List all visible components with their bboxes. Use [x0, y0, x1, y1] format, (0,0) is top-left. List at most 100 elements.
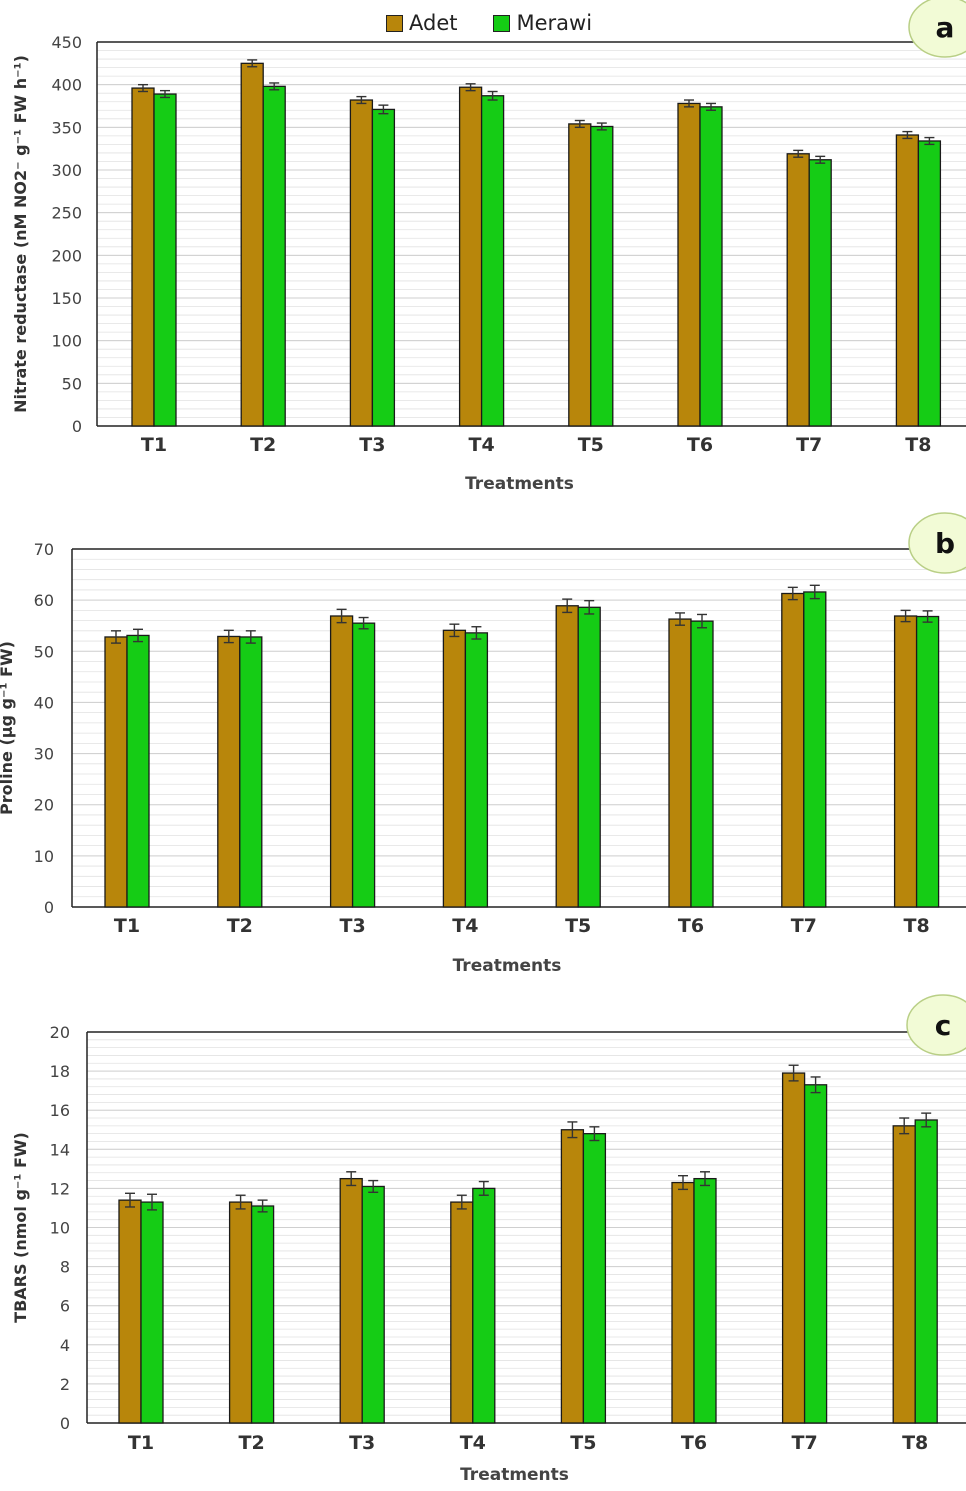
- panel-c-bar-adet-T3: [339, 1177, 363, 1424]
- panel-c-category-label-T4: T4: [460, 1432, 486, 1454]
- panel-a-bar-merawi-T8: [917, 140, 942, 427]
- panel-a-bar-adet-T4: [458, 86, 483, 427]
- panel-a-x-axis-title: Treatments: [465, 474, 574, 494]
- panel-a-category-label-T4: T4: [469, 434, 495, 456]
- panel-a-category-label-T1: T1: [141, 434, 167, 456]
- legend-item-adet: Adet: [386, 11, 457, 35]
- panel-c-bar-adet-T4: [450, 1201, 474, 1424]
- panel-c-y-axis-title: TBARS (nmol g⁻¹ FW): [11, 1132, 30, 1323]
- panel-a-bar-adet-T1: [131, 87, 155, 427]
- panel-c-category-label-T7: T7: [792, 1432, 818, 1454]
- panel-a-bar-merawi-T3: [371, 108, 396, 427]
- panel-a-ytick-label: 450: [51, 33, 82, 52]
- panel-a-ytick-label: 0: [72, 417, 82, 436]
- panel-a-bar-merawi-T1: [153, 93, 177, 427]
- panel-a-bar-merawi-T2: [262, 85, 286, 427]
- panel-b-ytick-label: 70: [34, 540, 54, 559]
- panel-c-ytick-label: 8: [60, 1258, 70, 1277]
- panel-c-bar-merawi-T3: [361, 1185, 385, 1424]
- panel-b-bar-merawi-T3: [351, 622, 376, 908]
- panel-b-bar-merawi-T8: [915, 615, 940, 908]
- panel-c-bar-merawi-T7: [803, 1084, 828, 1424]
- panel-c-ytick-label: 2: [60, 1375, 70, 1394]
- panel-a-bar-adet-T8: [895, 134, 920, 427]
- panel-c-ytick-label: 10: [50, 1219, 70, 1238]
- panel-c-bar-adet-T8: [892, 1125, 916, 1424]
- panel-a-bar-merawi-T7: [808, 159, 832, 427]
- panel-b-bar-merawi-T1: [126, 634, 150, 908]
- panel-c-bar-adet-T2: [228, 1201, 253, 1424]
- panel-a-category-label-T2: T2: [250, 434, 276, 456]
- panel-b-bar-merawi-T2: [239, 636, 263, 908]
- panel-b-category-label-T8: T8: [904, 915, 930, 937]
- panel-a-bar-adet-T5: [568, 123, 592, 427]
- panel-b-bar-merawi-T6: [690, 620, 714, 908]
- panel-c-category-label-T8: T8: [902, 1432, 928, 1454]
- panel-a-ytick-label: 400: [51, 76, 82, 95]
- panel-b-bar-merawi-T4: [464, 632, 489, 908]
- panel-c-bar-adet-T7: [781, 1072, 806, 1424]
- panel-b-bar-adet-T3: [329, 615, 354, 908]
- panel-a-category-label-T7: T7: [796, 434, 822, 456]
- panel-b-x-axis-title: Treatments: [453, 956, 562, 976]
- panel-b-category-label-T1: T1: [114, 915, 140, 937]
- panel-a-ytick-label: 250: [51, 204, 82, 223]
- legend-item-merawi: Merawi: [493, 11, 592, 35]
- panel-c-bar-merawi-T6: [693, 1177, 717, 1424]
- panel-a-ytick-label: 100: [51, 332, 82, 351]
- panel-b-ytick-label: 0: [44, 898, 54, 917]
- panel-a-bar-adet-T7: [786, 153, 810, 427]
- panel-a-ytick-label: 150: [51, 289, 82, 308]
- panel-c-badge-label: c: [935, 1009, 952, 1042]
- panel-b-category-label-T5: T5: [565, 915, 591, 937]
- panel-b-bar-adet-T4: [442, 629, 467, 908]
- legend-label-merawi: Merawi: [516, 11, 593, 35]
- panel-c-bar-merawi-T1: [140, 1201, 164, 1424]
- panel-c-bar-adet-T6: [671, 1181, 695, 1424]
- panel-b-ytick-label: 20: [34, 796, 54, 815]
- panel-c-ytick-label: 0: [60, 1414, 70, 1433]
- panel-b-bar-merawi-T7: [803, 591, 827, 908]
- panel-c-ytick-label: 12: [50, 1179, 70, 1198]
- panel-c-ytick-label: 6: [60, 1297, 70, 1316]
- panel-c-category-label-T6: T6: [681, 1432, 707, 1454]
- panel-c-category-label-T1: T1: [128, 1432, 154, 1454]
- panel-a-bar-adet-T6: [677, 102, 701, 427]
- panel-b-y-axis-title: Proline (μg g⁻¹ FW): [0, 641, 16, 815]
- panel-c-x-axis-title: Treatments: [460, 1465, 569, 1485]
- panel-b-category-label-T6: T6: [678, 915, 704, 937]
- legend-swatch-adet: [386, 14, 403, 32]
- panel-c-bar-merawi-T4: [472, 1187, 496, 1424]
- panel-b-ytick-label: 30: [34, 745, 54, 764]
- panel-a-bar-adet-T3: [349, 99, 374, 427]
- panel-b-category-label-T7: T7: [791, 915, 817, 937]
- panel-c-bar-adet-T5: [560, 1129, 585, 1424]
- panel-a-ytick-label: 300: [51, 161, 82, 180]
- panel-b-badge: [908, 512, 966, 574]
- panel-a-bar-merawi-T4: [480, 95, 505, 427]
- panel-b-bar-adet-T6: [668, 618, 692, 908]
- panel-c-ytick-label: 20: [50, 1023, 70, 1042]
- panel-c-category-label-T3: T3: [349, 1432, 375, 1454]
- panel-b-bar-adet-T7: [781, 592, 805, 908]
- panel-b-bar-adet-T8: [893, 615, 918, 908]
- panel-b-bar-adet-T1: [104, 636, 128, 908]
- panel-a-ytick-label: 200: [51, 246, 82, 265]
- panel-c-category-label-T5: T5: [570, 1432, 596, 1454]
- panel-a-y-axis-title: Nitrate reductase (nM NO2⁻ g⁻¹ FW h⁻¹): [11, 55, 30, 413]
- panel-a-bar-adet-T2: [240, 62, 264, 427]
- panel-c-category-label-T2: T2: [239, 1432, 265, 1454]
- panel-a-category-label-T3: T3: [359, 434, 385, 456]
- legend-label-adet: Adet: [409, 11, 458, 35]
- panel-a-bar-merawi-T5: [590, 125, 614, 427]
- panel-c-bar-merawi-T2: [250, 1205, 275, 1424]
- panel-c-bar-adet-T1: [118, 1199, 142, 1424]
- panel-c-ytick-label: 14: [50, 1140, 70, 1159]
- panel-b-bar-adet-T5: [555, 605, 579, 908]
- panel-b-ytick-label: 40: [34, 693, 54, 712]
- panel-b-bar-merawi-T5: [577, 606, 601, 908]
- panel-a-ytick-label: 350: [51, 118, 82, 137]
- panel-b-category-label-T3: T3: [340, 915, 366, 937]
- chart-legend: Adet Merawi: [386, 8, 592, 38]
